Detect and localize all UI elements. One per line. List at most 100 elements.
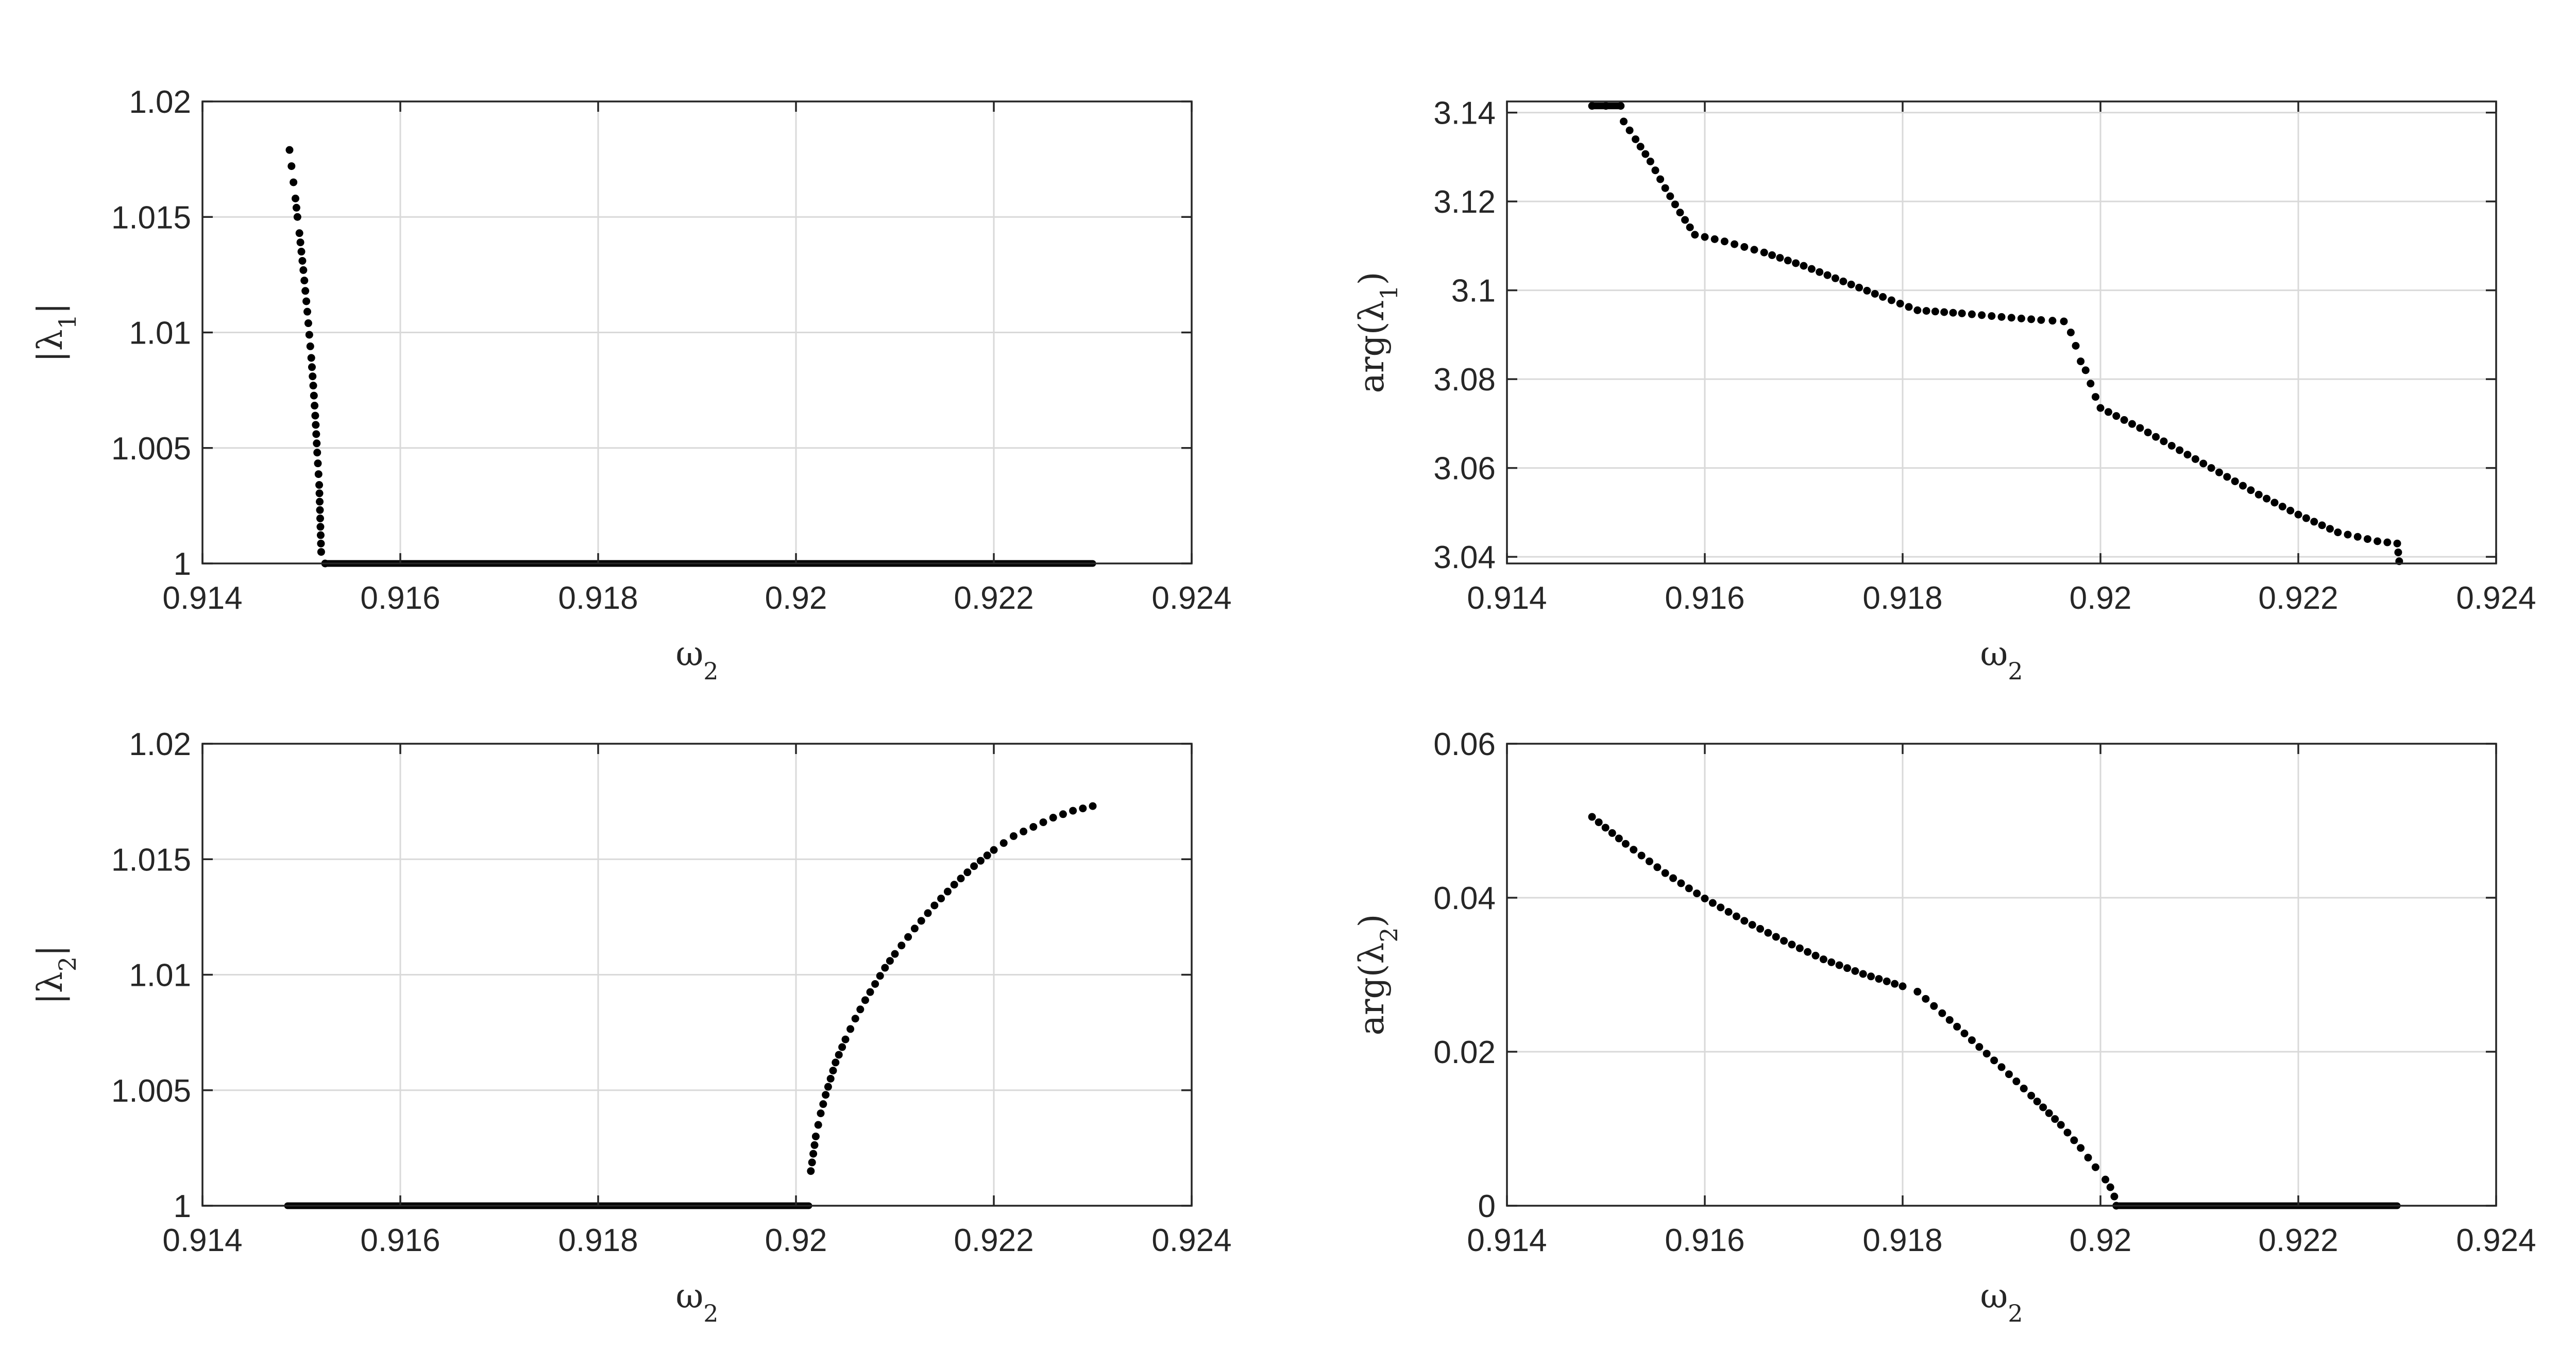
data-point [2393, 539, 2401, 547]
data-point [2087, 380, 2095, 388]
data-point [1630, 846, 1638, 854]
x-tick-label: 0.92 [2070, 580, 2132, 616]
ticks-arg-lambda2: 0.914 0.916 0.918 0.92 0.922 0.924 0 0.02 0.04 0.… [1433, 727, 2536, 1258]
data-point [291, 194, 299, 202]
grid-mag-lambda1 [201, 100, 1193, 564]
data-point [1975, 1043, 1984, 1051]
data-point [2120, 416, 2128, 424]
ticks-mag-lambda2: 0.914 0.916 0.918 0.92 0.922 0.924 1 1.005 1.01 1… [111, 727, 1232, 1258]
data-point [910, 925, 919, 933]
data-point [814, 1121, 822, 1129]
data-point [2060, 317, 2068, 326]
data-point [317, 539, 325, 547]
data-point [317, 548, 325, 556]
data-point [983, 851, 991, 860]
data-point [1676, 209, 1684, 217]
x-tick-label: 0.922 [954, 580, 1033, 616]
data-point [1768, 251, 1776, 259]
y-tick-label: 3.1 [1451, 273, 1496, 309]
data-point [866, 988, 874, 996]
data-point [1039, 818, 1047, 826]
series-mag-lambda1 [285, 146, 1096, 568]
data-point [2223, 473, 2231, 481]
data-point [305, 331, 313, 339]
data-point [1831, 274, 1839, 282]
x-tick-label: 0.924 [2456, 580, 2536, 616]
data-point [841, 1035, 850, 1043]
data-point [1863, 286, 1871, 295]
data-point [1069, 807, 1077, 815]
data-point [2057, 1121, 2065, 1129]
y-tick-label: 3.06 [1433, 451, 1496, 487]
data-point [2045, 1109, 2053, 1117]
data-point [303, 307, 312, 316]
data-point [2106, 1183, 2114, 1191]
data-point [1819, 955, 1827, 964]
data-point [871, 980, 879, 988]
data-point [1792, 259, 1800, 267]
data-point [904, 933, 912, 941]
data-point [1677, 879, 1685, 887]
data-point [1875, 975, 1883, 983]
data-point [930, 901, 939, 910]
data-point [2077, 1144, 2085, 1152]
data-point [1896, 299, 1904, 307]
data-point [2063, 1128, 2072, 1137]
data-point [2278, 503, 2286, 511]
data-point [817, 1109, 825, 1118]
y-tick-label: 0.04 [1433, 881, 1496, 916]
data-point [1997, 313, 2006, 321]
data-point [826, 1074, 835, 1083]
data-point [1804, 948, 1812, 956]
data-point [1772, 933, 1780, 941]
data-point [809, 1150, 818, 1158]
data-point [976, 857, 985, 865]
data-point [1823, 271, 1832, 279]
data-point [2344, 530, 2352, 539]
x-tick-label: 0.922 [954, 1223, 1033, 1258]
data-point [1620, 117, 1628, 126]
y-tick-label: 3.12 [1433, 184, 1496, 220]
data-point [838, 1043, 846, 1051]
y-axis-label-mag-lambda1: |λ1| [30, 303, 81, 363]
x-tick-label: 0.918 [558, 1223, 638, 1258]
data-point [310, 391, 318, 400]
data-point [1913, 306, 1922, 314]
data-point [2183, 451, 2192, 459]
series-arg-lambda1 [1588, 102, 2403, 566]
data-point [2077, 357, 2085, 366]
data-point [1059, 810, 1067, 818]
data-point [1905, 303, 1913, 311]
plot-mag-lambda2: 0.914 0.916 0.918 0.92 0.922 0.924 1 1.005 1.01 1… [30, 727, 1232, 1327]
data-point [296, 238, 304, 247]
grid-mag-lambda2 [201, 743, 1193, 1207]
data-point [2048, 317, 2057, 325]
data-point [2167, 441, 2176, 450]
data-point [2070, 1136, 2078, 1144]
data-point [302, 297, 311, 305]
data-point [1748, 921, 1756, 929]
data-point [1691, 231, 1699, 239]
data-point [1731, 240, 1739, 248]
ticks-arg-lambda1: 0.914 0.916 0.918 0.92 0.922 0.924 3.04 3.06 3.0… [1433, 96, 2536, 616]
data-point [1588, 102, 1596, 110]
y-tick-label: 1.005 [111, 431, 191, 467]
data-point [881, 964, 889, 972]
data-point [316, 531, 325, 539]
y-tick-label: 3.04 [1433, 540, 1496, 575]
data-point [1708, 899, 1717, 907]
data-point [1795, 944, 1804, 952]
x-tick-label: 0.918 [1862, 1223, 1942, 1258]
axes-frame-arg-lambda1 [1506, 100, 2497, 564]
x-tick-label: 0.916 [360, 580, 440, 616]
data-point [1922, 995, 1930, 1003]
y-axis-label-arg-lambda2: arg(λ2) [1352, 914, 1403, 1036]
data-point [886, 957, 894, 965]
data-point [2199, 459, 2208, 468]
data-point [829, 1067, 837, 1075]
data-point [2160, 437, 2168, 446]
data-point [999, 839, 1008, 847]
data-point [1710, 235, 1719, 243]
data-point [298, 256, 307, 265]
data-point [835, 1051, 843, 1059]
